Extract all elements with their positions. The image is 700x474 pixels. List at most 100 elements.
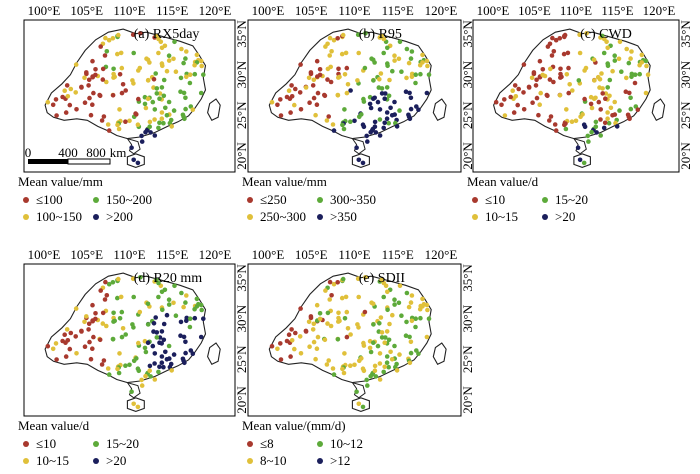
station-dot [93,316,98,322]
legend: Mean value/mm ≤250 300~350 250~300 >350 [242,174,376,224]
station-dot [635,107,641,112]
station-dot [591,96,597,101]
station-dot [127,118,132,124]
station-dot [73,306,79,311]
station-dot [537,102,542,107]
station-dot [54,357,59,362]
panel-title: (e) SDII [359,271,406,286]
scale-label: 800 [86,145,106,160]
lat-tick-label: 35°N [460,264,475,292]
lat-tick-label: 30°N [678,60,693,88]
legend-item-label: >350 [330,209,357,224]
station-dot [406,304,412,310]
station-dot [387,77,392,83]
station-dot [563,126,569,132]
station-dot [115,51,120,57]
station-dot [593,124,599,129]
station-dot [269,99,275,105]
station-dot [577,32,582,37]
station-dot [409,318,415,324]
station-dot [377,377,383,382]
station-dot [278,341,283,346]
station-dot [599,71,604,76]
station-dot [372,124,378,129]
station-dot [154,335,160,340]
station-dot [547,77,553,82]
station-dot [385,289,390,295]
station-dot [371,340,376,346]
station-dot [355,78,360,83]
lat-tick-label: 30°N [234,60,249,88]
station-dot [97,93,103,99]
legend-item-label: >20 [106,453,126,468]
station-dot [74,107,79,112]
station-dot [382,120,388,126]
station-dot [152,117,157,122]
station-dot [111,319,116,324]
legend-item-label: >200 [106,209,133,224]
station-dot [602,120,608,126]
station-dot [619,69,624,74]
station-dot [403,333,409,339]
station-points [269,275,432,410]
lon-tick-label: 110°E [113,247,145,262]
legend-swatch [317,441,323,447]
station-dot [150,99,156,105]
station-dot [551,79,556,85]
station-dot [643,90,649,96]
station-dot [558,66,563,72]
station-dot [190,107,196,112]
station-dot [159,110,165,115]
station-dot [179,46,184,52]
station-dot [557,36,563,41]
station-dot [597,77,603,82]
station-dot [418,315,423,321]
station-dot [143,349,149,355]
legend-item-label: 15~20 [555,192,588,207]
station-points [269,31,432,166]
station-dot [134,356,139,361]
station-dot [342,351,347,356]
station-dot [317,316,323,322]
station-dot [178,75,184,81]
station-dot [119,90,125,96]
station-dot [335,280,341,285]
station-dot [288,110,293,115]
station-dot [181,90,187,96]
station-dot [82,100,88,105]
station-dot [129,389,134,395]
station-dot [557,93,563,98]
station-dot [389,357,395,362]
station-points [45,275,206,410]
station-dot [161,93,167,99]
station-dot [381,125,387,131]
station-dot [166,53,172,58]
station-dot [84,70,89,75]
scale-label: 0 [25,145,32,160]
station-dot [84,314,89,319]
station-dot [164,312,170,318]
station-dot [617,108,622,113]
lon-tick-label: 115°E [156,247,188,262]
station-dot [100,77,106,82]
station-dot [355,32,361,37]
station-dot [424,90,430,96]
station-dot [151,77,157,82]
station-points [45,31,206,166]
station-dot [377,321,382,326]
station-dot [577,50,583,56]
station-dot [385,307,390,313]
station-dot [145,340,151,346]
legend: Mean value/d ≤10 15~20 10~15 >20 [18,418,139,468]
station-dot [307,100,312,105]
station-dot [101,358,107,363]
station-dot [183,339,188,345]
station-dot [100,321,106,326]
station-dot [115,122,120,128]
station-dot [82,344,88,350]
station-dot [591,57,597,63]
legend-swatch [317,458,323,464]
station-dot [348,88,353,93]
station-dot [143,129,148,135]
lat-tick-label: 30°N [460,60,475,88]
